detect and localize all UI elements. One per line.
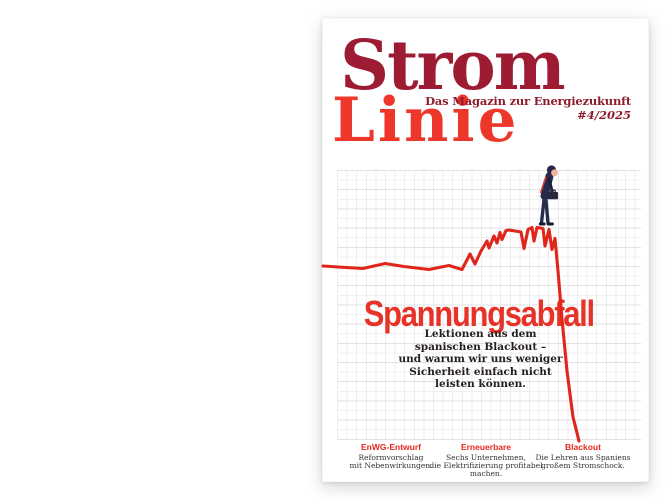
masthead-title-word2: Linie (332, 85, 520, 156)
teaser-erneuerbare: Erneuerbare Sechs Unternehmen, die Elekt… (429, 443, 543, 479)
businessman-tie (539, 176, 547, 194)
businessman-illustration (538, 165, 558, 226)
power-line (321, 225, 581, 443)
teaser-text: Reformvorschlag mit Nebenwirkungen. (349, 453, 433, 471)
teaser-text: Die Lehren aus Spaniens großem Stromscho… (535, 453, 631, 471)
briefcase (547, 192, 558, 200)
cover-headline-text: Spannungsabfall (363, 293, 594, 334)
issue-number: #4/2025 (577, 108, 631, 122)
cover-headline: Spannungsabfall (323, 296, 634, 332)
teaser-label: EnWG-Entwurf (361, 442, 421, 452)
masthead-title-word1: Strom (340, 26, 566, 106)
cover-standfirst: Lektionen aus dem spanischen Blackout – … (398, 328, 563, 390)
businessman-shoe-right (546, 222, 554, 226)
masthead-tagline-block: Das Magazin zur Energiezukunft #4/2025 (425, 95, 631, 121)
masthead-tagline: Das Magazin zur Energiezukunft (425, 94, 631, 108)
teaser-label: Blackout (565, 442, 601, 452)
teaser-blackout: Blackout Die Lehren aus Spaniens großem … (533, 443, 633, 470)
teaser-label: Erneuerbare (460, 442, 512, 452)
businessman-face (551, 169, 558, 177)
teaser-enwg: EnWG-Entwurf Reformvorschlag mit Nebenwi… (345, 443, 437, 470)
teaser-text: Sechs Unternehmen, die Elektrifizierung … (429, 453, 543, 479)
magazine-cover: Strom Linie Das Magazin zur Energiezukun… (321, 18, 649, 482)
power-line-illustration (321, 165, 581, 443)
grid-paper (337, 170, 641, 440)
businessman-shoe-left (538, 222, 546, 226)
